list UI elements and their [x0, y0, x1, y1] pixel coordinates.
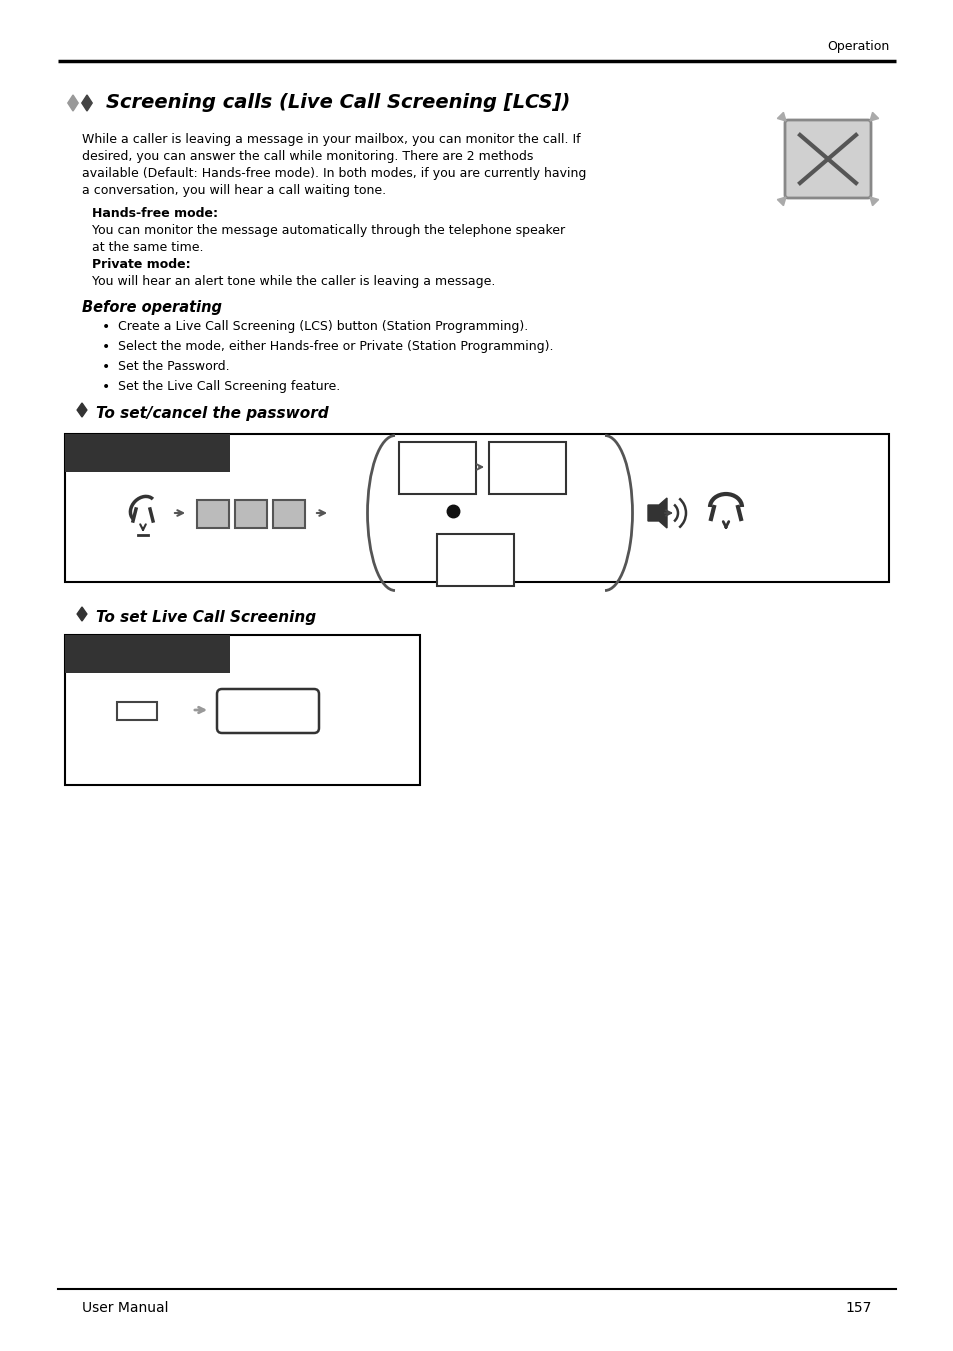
FancyBboxPatch shape: [65, 434, 888, 582]
Text: Create a Live Call Screening (LCS) button (Station Programming).: Create a Live Call Screening (LCS) butto…: [118, 320, 528, 332]
Text: •: •: [102, 340, 111, 354]
Polygon shape: [77, 403, 87, 417]
FancyBboxPatch shape: [117, 703, 157, 720]
Text: Set the Password.: Set the Password.: [118, 359, 230, 373]
Text: You will hear an alert tone while the caller is leaving a message.: You will hear an alert tone while the ca…: [91, 276, 495, 288]
Text: •: •: [102, 359, 111, 374]
Text: •: •: [102, 320, 111, 334]
Polygon shape: [82, 95, 92, 111]
FancyBboxPatch shape: [489, 442, 565, 494]
Text: Set the Live Call Screening feature.: Set the Live Call Screening feature.: [118, 380, 340, 393]
FancyBboxPatch shape: [65, 434, 230, 471]
Text: While a caller is leaving a message in your mailbox, you can monitor the call. I: While a caller is leaving a message in y…: [82, 132, 580, 146]
Text: Screening calls (Live Call Screening [LCS]): Screening calls (Live Call Screening [LC…: [106, 93, 570, 112]
Text: available (Default: Hands-free mode). In both modes, if you are currently having: available (Default: Hands-free mode). In…: [82, 168, 586, 180]
Text: at the same time.: at the same time.: [91, 240, 203, 254]
Polygon shape: [68, 95, 78, 111]
Text: You can monitor the message automatically through the telephone speaker: You can monitor the message automaticall…: [91, 224, 564, 236]
Text: Select the mode, either Hands-free or Private (Station Programming).: Select the mode, either Hands-free or Pr…: [118, 340, 553, 353]
FancyBboxPatch shape: [784, 120, 870, 199]
Polygon shape: [777, 112, 785, 122]
Polygon shape: [77, 607, 87, 621]
Text: Hands-free mode:: Hands-free mode:: [91, 207, 218, 220]
Text: To set Live Call Screening: To set Live Call Screening: [96, 611, 315, 626]
Text: Before operating: Before operating: [82, 300, 222, 315]
FancyBboxPatch shape: [398, 442, 476, 494]
FancyBboxPatch shape: [196, 500, 229, 528]
Polygon shape: [647, 499, 666, 528]
Text: User Manual: User Manual: [82, 1301, 169, 1315]
Polygon shape: [869, 112, 878, 122]
Text: To set/cancel the password: To set/cancel the password: [96, 407, 328, 422]
Polygon shape: [777, 197, 785, 205]
Text: •: •: [102, 380, 111, 394]
Polygon shape: [869, 197, 878, 205]
FancyBboxPatch shape: [65, 635, 419, 785]
Text: Private mode:: Private mode:: [91, 258, 191, 272]
Text: desired, you can answer the call while monitoring. There are 2 methods: desired, you can answer the call while m…: [82, 150, 533, 163]
Text: 157: 157: [844, 1301, 871, 1315]
FancyBboxPatch shape: [216, 689, 318, 734]
FancyBboxPatch shape: [436, 534, 514, 586]
FancyBboxPatch shape: [273, 500, 305, 528]
Text: a conversation, you will hear a call waiting tone.: a conversation, you will hear a call wai…: [82, 184, 386, 197]
FancyBboxPatch shape: [234, 500, 267, 528]
Text: Operation: Operation: [827, 41, 889, 53]
FancyBboxPatch shape: [65, 635, 230, 673]
